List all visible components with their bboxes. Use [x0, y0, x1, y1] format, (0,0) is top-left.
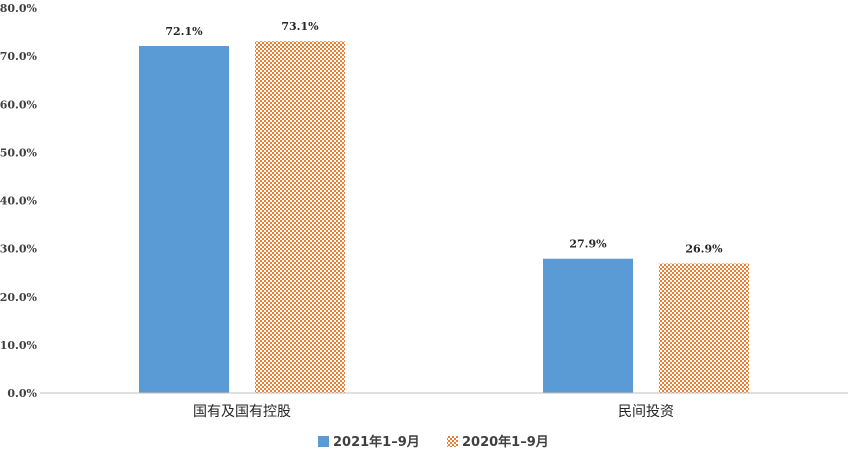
legend: 2021年1–9月 2020年1–9月 — [318, 434, 549, 450]
y-tick-label: 0.0% — [7, 387, 37, 400]
bar-series2 — [659, 263, 749, 393]
legend-label: 2021年1–9月 — [333, 434, 420, 450]
bars: 72.1% 73.1% 27.9% 26.9% — [139, 20, 749, 394]
y-tick-label: 10.0% — [0, 339, 38, 352]
legend-swatch — [318, 436, 329, 447]
bar-series1 — [543, 258, 633, 393]
y-tick-label: 40.0% — [0, 195, 38, 208]
y-tick-label: 70.0% — [0, 50, 38, 63]
data-label: 26.9% — [685, 243, 723, 256]
data-label: 72.1% — [165, 25, 203, 38]
y-tick-label: 20.0% — [0, 291, 38, 304]
data-label: 27.9% — [569, 238, 607, 251]
bar-series1 — [139, 46, 229, 394]
y-tick-label: 50.0% — [0, 146, 38, 159]
category-label: 国有及国有控股 — [193, 404, 291, 420]
y-tick-label: 80.0% — [0, 2, 38, 15]
legend-swatch — [447, 436, 458, 447]
legend-label: 2020年1–9月 — [462, 434, 549, 450]
y-tick-label: 60.0% — [0, 98, 38, 111]
x-axis: 国有及国有控股 民间投资 — [193, 404, 674, 420]
bar-series2 — [255, 41, 345, 394]
y-axis: 0.0% 10.0% 20.0% 30.0% 40.0% 50.0% 60.0% 70.0% 8… — [0, 2, 38, 400]
category-label: 民间投资 — [618, 404, 674, 420]
y-tick-label: 30.0% — [0, 243, 38, 256]
data-label: 73.1% — [281, 20, 319, 33]
